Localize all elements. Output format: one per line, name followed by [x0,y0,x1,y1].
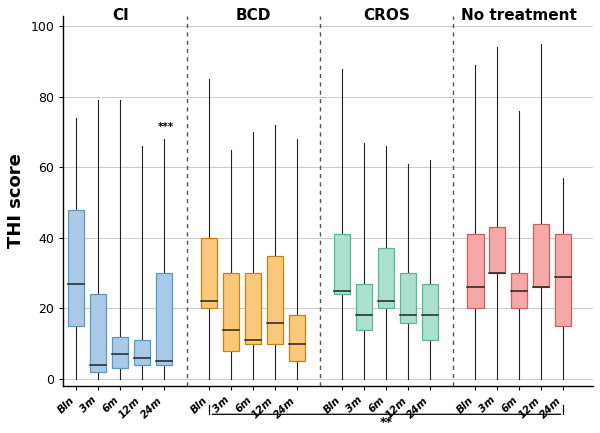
Bar [511,273,527,308]
Bar [267,255,283,344]
Bar [134,340,150,365]
Bar [245,273,262,344]
Text: No treatment: No treatment [461,8,577,23]
Bar [90,294,106,372]
Bar [467,234,484,308]
Bar [422,284,438,340]
Text: CROS: CROS [363,8,410,23]
Bar [334,234,350,294]
Y-axis label: THI score: THI score [7,153,25,248]
Bar [202,238,217,308]
Bar [112,337,128,368]
Text: BCD: BCD [236,8,271,23]
Bar [68,210,85,326]
Bar [400,273,416,323]
Text: CI: CI [112,8,128,23]
Bar [533,224,550,287]
Bar [356,284,373,330]
Text: ***: *** [157,122,173,132]
Bar [490,227,505,273]
Text: **: ** [380,416,393,429]
Bar [379,249,394,308]
Bar [223,273,239,351]
Bar [156,273,172,365]
Bar [289,316,305,362]
Bar [556,234,571,326]
